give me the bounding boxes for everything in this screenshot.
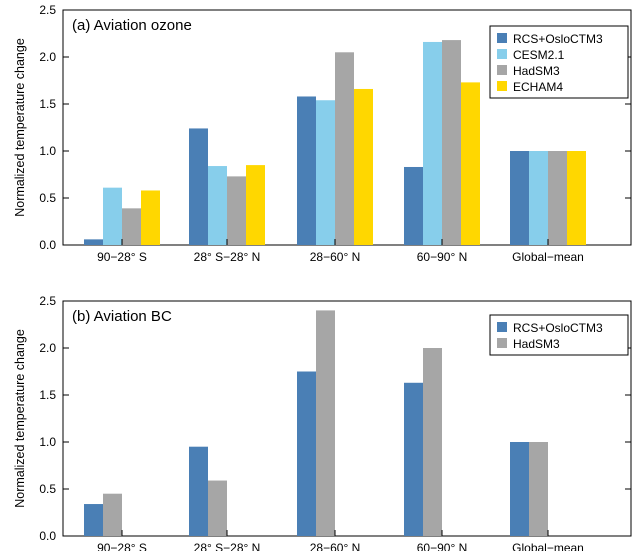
bar	[246, 165, 265, 245]
legend-label: ECHAM4	[513, 80, 563, 94]
x-tick-label: Global−mean	[512, 250, 584, 264]
bar	[189, 128, 208, 245]
y-tick-label: 1.0	[39, 144, 56, 158]
panel-title: (b) Aviation BC	[72, 308, 172, 325]
plot-frame	[62, 300, 632, 537]
bar	[103, 187, 122, 245]
panel-aviation-bc: 0.0 0.5 1.0 1.5 2.0 2.5 Normalized temperature…	[13, 294, 632, 551]
bar	[227, 176, 246, 245]
bar	[510, 442, 529, 536]
x-tick-label: 28−60° N	[310, 250, 361, 264]
bar	[335, 52, 354, 245]
bar	[423, 348, 442, 536]
y-tick-label: 2.0	[39, 50, 56, 64]
bar	[189, 446, 208, 536]
legend-swatch	[497, 322, 507, 332]
x-tick-label: Global−mean	[512, 541, 584, 551]
legend-box	[489, 314, 629, 356]
x-tick-label: 90−28° S	[97, 250, 147, 264]
x-tick-label: 28° S−28° N	[194, 250, 261, 264]
bar	[461, 82, 480, 245]
bar	[316, 100, 335, 246]
legend-swatch	[497, 338, 507, 348]
panel-title: (a) Aviation ozone	[72, 17, 192, 34]
bar	[529, 442, 548, 536]
bar	[316, 310, 335, 536]
y-tick-label: 2.5	[39, 3, 56, 17]
bar	[510, 151, 529, 245]
legend-swatch	[497, 49, 507, 59]
x-tick-label: 60−90° N	[417, 541, 468, 551]
bar	[141, 190, 160, 245]
legend-label: RCS+OsloCTM3	[513, 32, 603, 46]
x-tick-label: 90−28° S	[97, 541, 147, 551]
bar	[122, 208, 141, 245]
y-tick-label: 0.5	[39, 482, 56, 496]
legend-label: CESM2.1	[513, 48, 565, 62]
bar	[84, 504, 103, 536]
bar	[423, 41, 442, 246]
y-tick-label: 2.0	[39, 341, 56, 355]
bar	[297, 96, 316, 245]
x-tick-label: 60−90° N	[417, 250, 468, 264]
y-tick-label: 2.5	[39, 294, 56, 308]
y-tick-label: 1.0	[39, 435, 56, 449]
y-tick-label: 0.5	[39, 191, 56, 205]
bar	[529, 151, 548, 245]
bar	[404, 166, 423, 245]
legend-label: HadSM3	[513, 64, 560, 78]
bar	[103, 493, 122, 536]
bar	[442, 40, 461, 245]
y-axis-label: Normalized temperature change	[13, 329, 27, 508]
bar	[208, 166, 227, 245]
y-tick-label: 1.5	[39, 388, 56, 402]
y-tick-label: 0.0	[39, 529, 56, 543]
legend-swatch	[497, 33, 507, 43]
bar	[297, 371, 316, 536]
bar	[567, 151, 586, 245]
y-axis-label: Normalized temperature change	[13, 38, 27, 217]
bar	[548, 151, 567, 245]
legend-swatch	[497, 81, 507, 91]
x-tick-label: 28−60° N	[310, 541, 361, 551]
bar	[404, 382, 423, 536]
x-tick-label: 28° S−28° N	[194, 541, 261, 551]
legend-swatch	[497, 65, 507, 75]
legend-box	[489, 25, 629, 99]
bar	[208, 480, 227, 536]
legend-label: RCS+OsloCTM3	[513, 321, 603, 335]
panel-aviation-ozone: 0.0 0.5 1.0 1.5 2.0 2.5 Normalized temperature…	[13, 3, 632, 264]
bar	[84, 239, 103, 245]
bar	[354, 88, 373, 246]
legend-label: HadSM3	[513, 337, 560, 351]
y-tick-label: 0.0	[39, 238, 56, 252]
y-tick-label: 1.5	[39, 97, 56, 111]
